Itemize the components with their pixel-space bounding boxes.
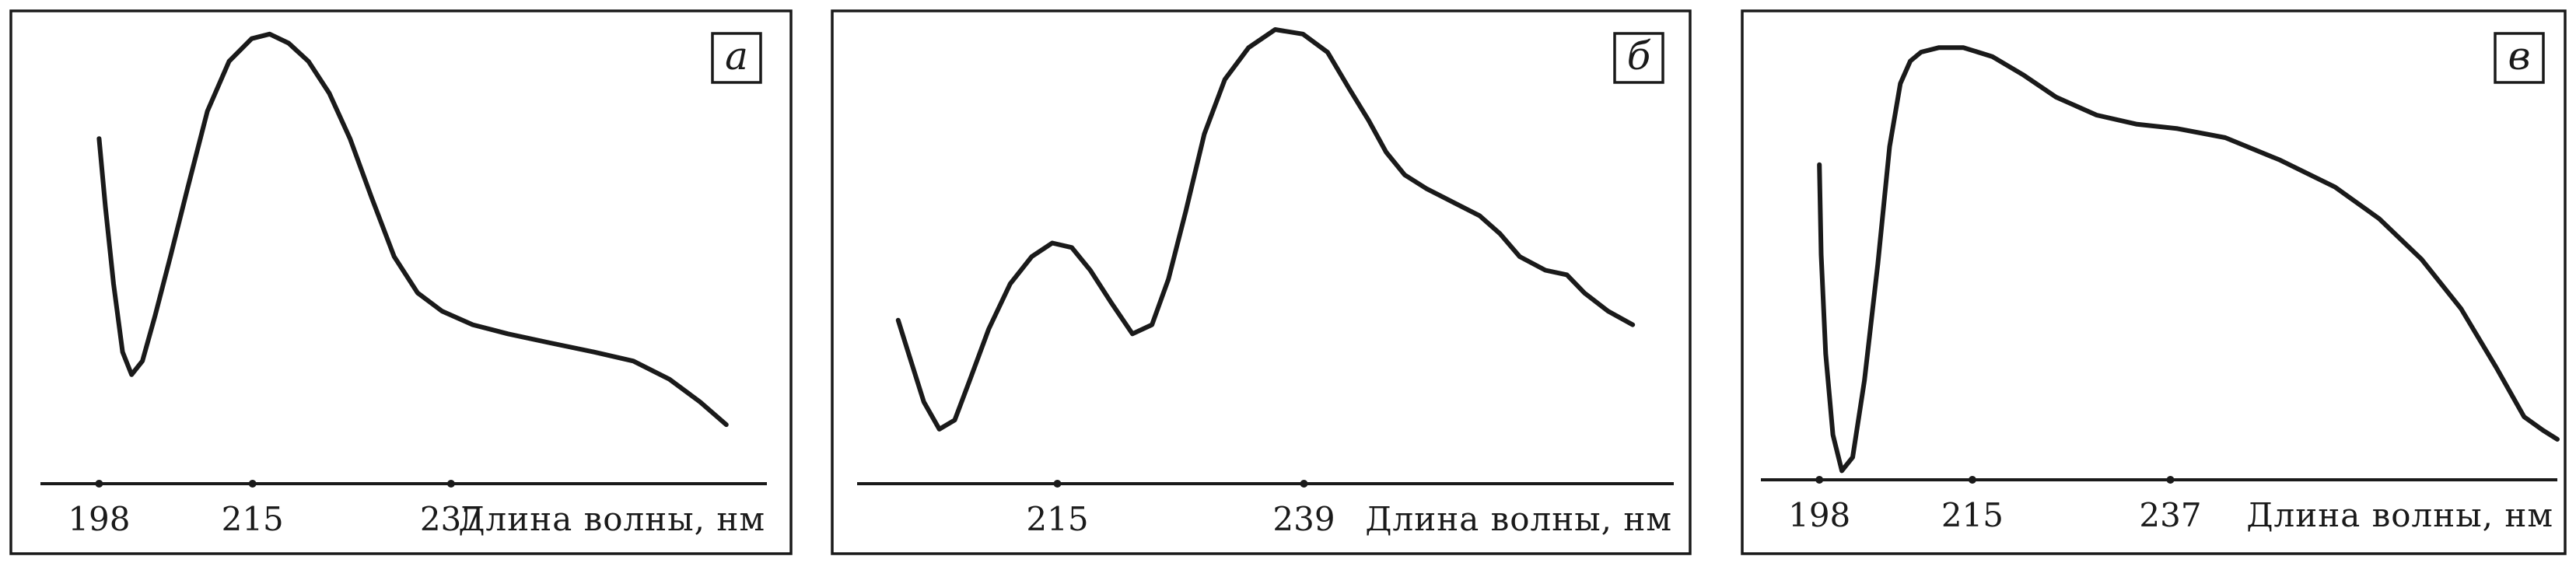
panel-c-x-axis-label: Длина волны, нм [2246,496,2553,534]
panel-c-spectrum-curve [1817,45,2560,474]
panel-c-x-tick-mark [1815,476,1824,484]
panel-a-tag-label: а [725,33,748,79]
panel-a-spectrum-curve [96,31,729,428]
panel-b-frame [831,9,1692,555]
panel-b-x-axis-label: Длина волны, нм [1365,500,1672,538]
spectrum-panel-b: 215 239 Длина волны, нм б [831,9,1692,555]
panel-b-x-tick-label: 215 [1026,500,1088,538]
panel-c-tag-label: в [2508,33,2530,79]
panel-a-x-tick-label: 215 [222,500,284,538]
panel-a-x-tick-mark [248,480,257,488]
panel-a-tag-box [711,32,762,84]
spectrum-panel-c: 198 215 237 Длина волны, нм в [1741,9,2567,555]
panel-b-x-tick-mark [1300,480,1308,488]
panel-b-x-tick-mark [1053,480,1062,488]
panel-b-tag-box [1613,32,1664,84]
panel-c-x-tick-label: 237 [2139,496,2201,534]
panel-a-x-tick-label: 198 [68,500,130,538]
panel-b-spectrum-curve [895,27,1636,432]
panel-c-x-tick-mark [1968,476,1976,484]
panel-a-x-tick-mark [446,480,455,488]
panel-c-x-tick-mark [2166,476,2175,484]
panel-a-x-tick-label: 237 [420,500,482,538]
panel-a-x-tick-mark [95,480,103,488]
panel-b-x-tick-label: 239 [1272,500,1335,538]
panel-c-x-tick-label: 198 [1788,496,1850,534]
panel-c-frame [1741,9,2567,555]
panel-c-tag-box [2494,32,2545,84]
panel-b-tag-label: б [1627,33,1651,79]
panel-a-x-axis-label: Длина волны, нм [458,500,765,538]
spectrum-panel-a: 198 215 237 Длина волны, нм а [9,9,793,555]
panel-a-frame [9,9,793,555]
panel-c-x-tick-label: 215 [1941,496,2004,534]
